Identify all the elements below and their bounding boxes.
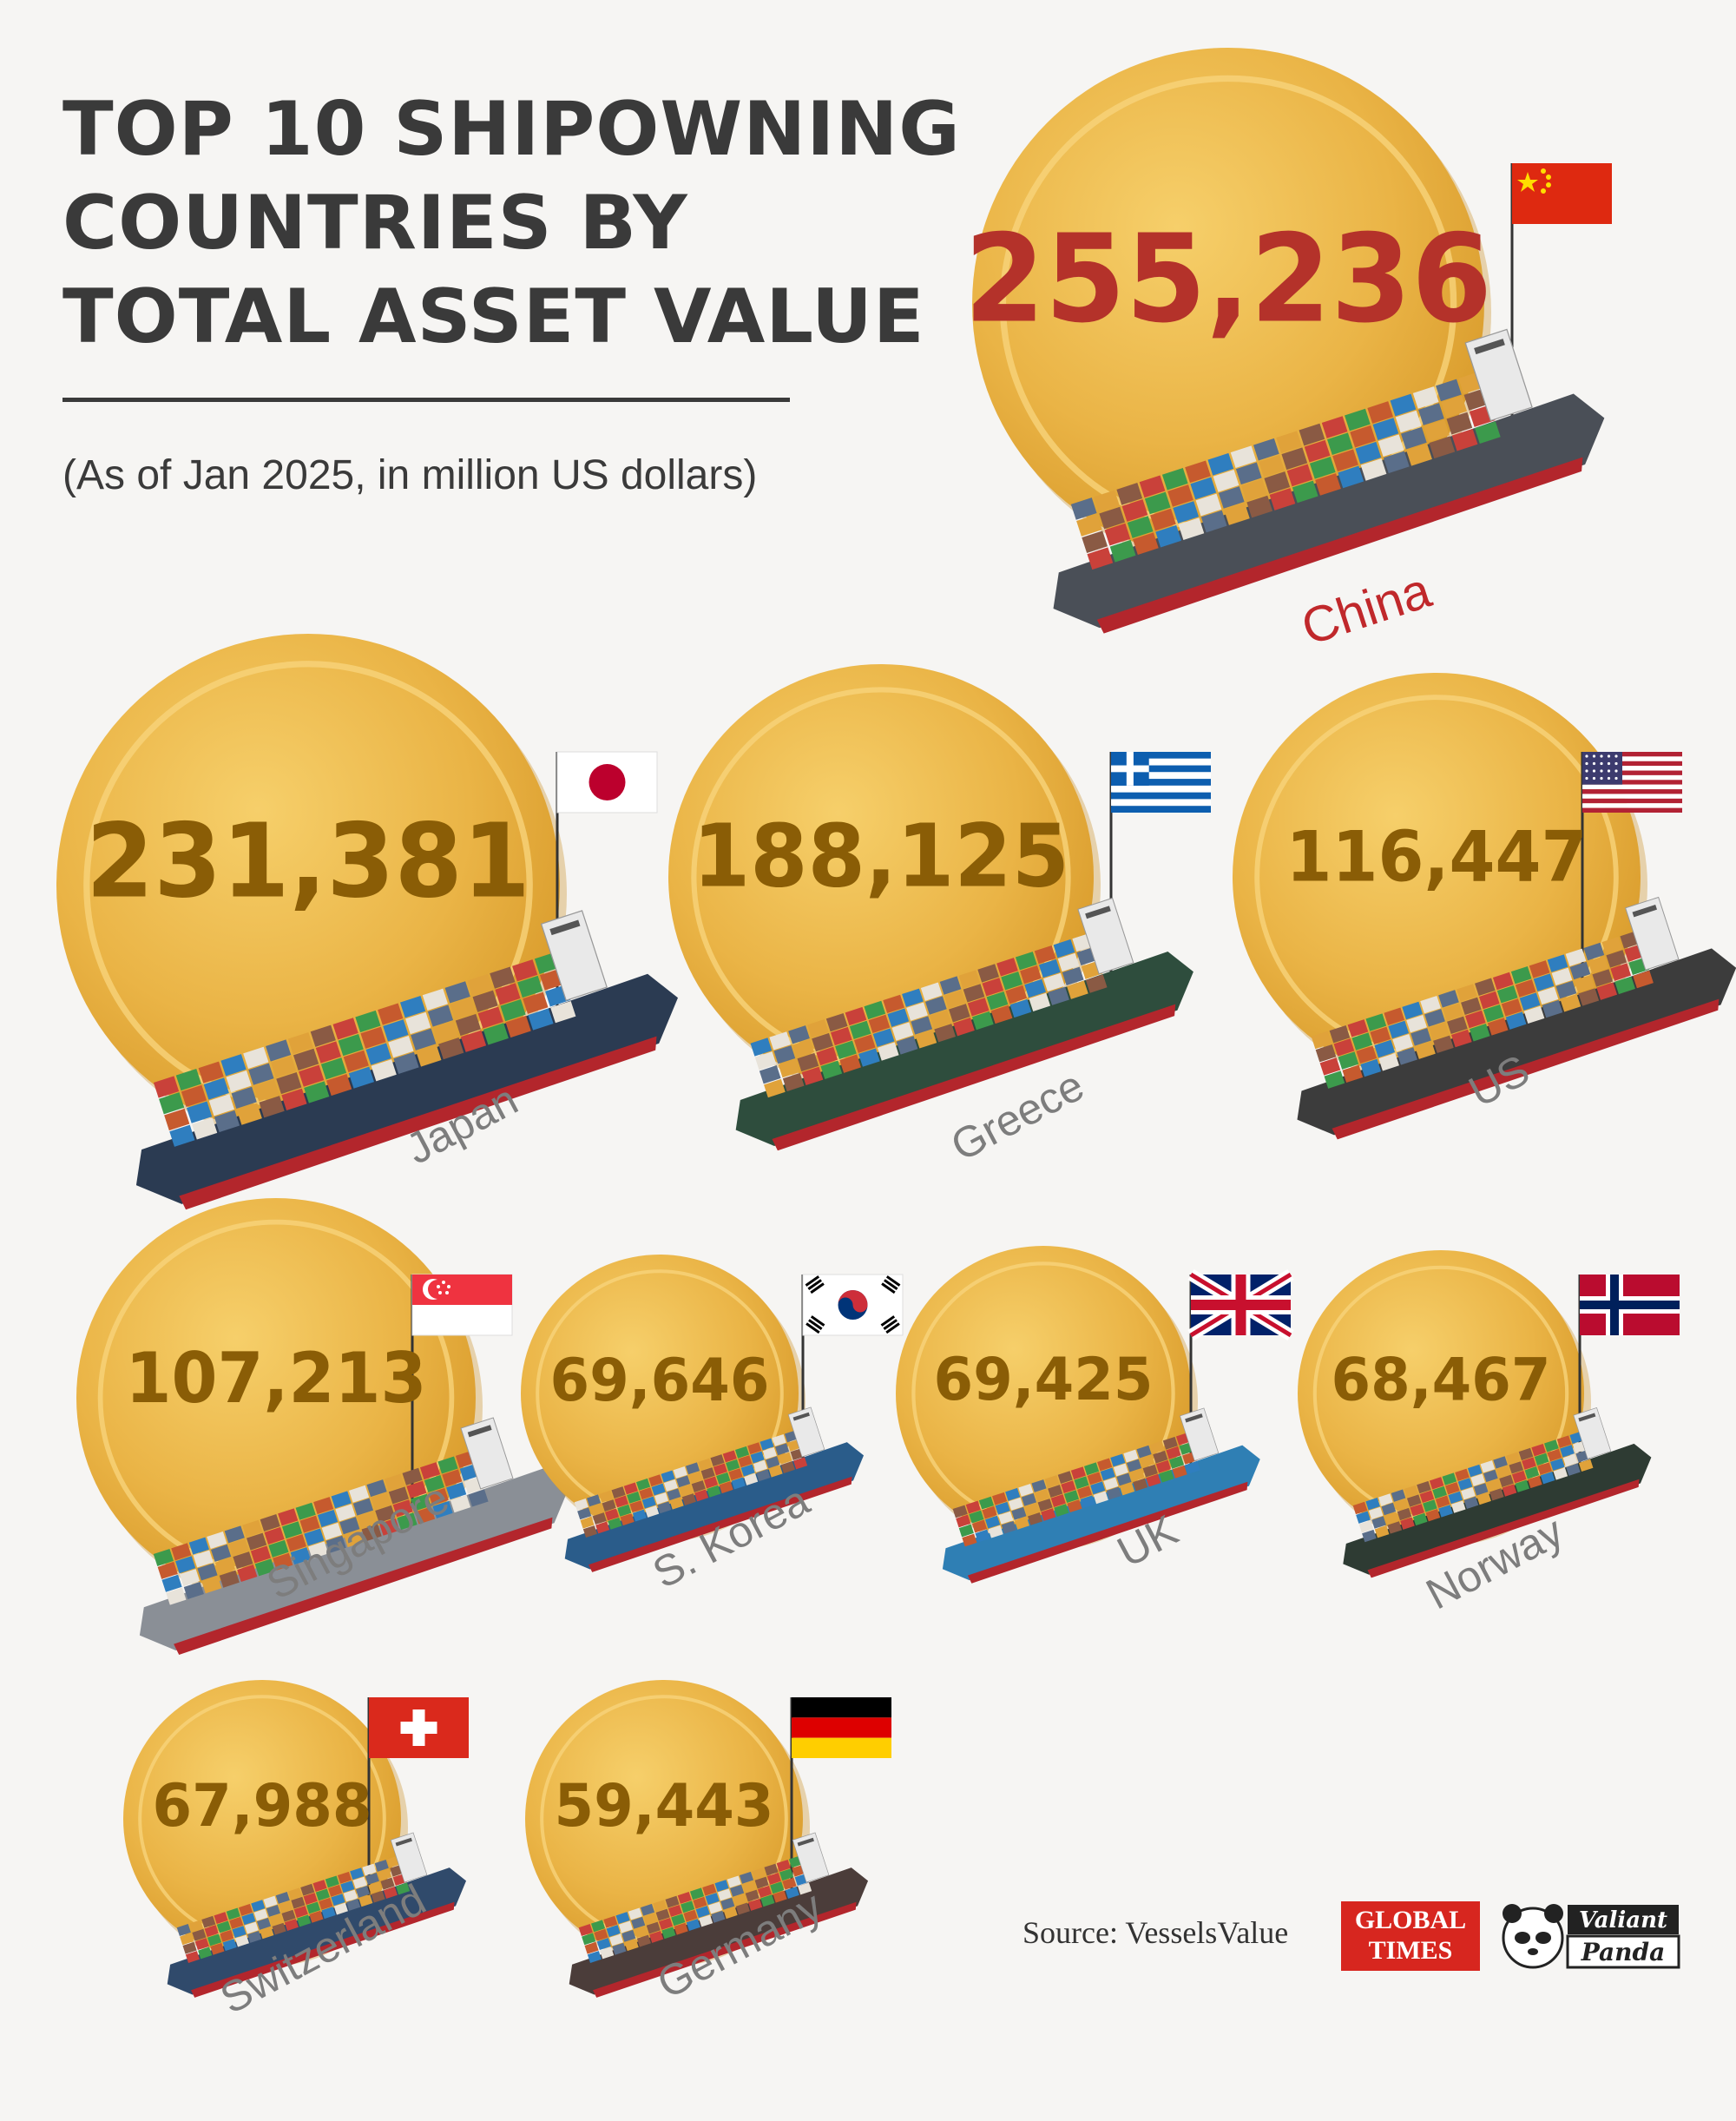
country-label: China xyxy=(1295,562,1438,656)
greece-flag xyxy=(1111,752,1211,813)
page-title: TOP 10 SHIPOWNING COUNTRIES BY TOTAL ASS… xyxy=(62,82,961,364)
value-label: 67,988 xyxy=(153,1772,372,1841)
value-label: 59,443 xyxy=(555,1772,774,1841)
value-label: 116,447 xyxy=(1286,817,1588,898)
panda-text: Panda xyxy=(1581,1938,1666,1966)
container-ship-icon xyxy=(135,910,679,1210)
valiant-panda-logo: Valiant Panda xyxy=(1502,1904,1680,1969)
coin-china: 255,236 China xyxy=(964,48,1612,656)
container-ship-icon xyxy=(167,1832,467,1998)
container-ship-icon xyxy=(1343,1407,1652,1578)
container-ship-icon xyxy=(1297,896,1736,1140)
container-ship-icon xyxy=(564,1406,865,1572)
value-label: 231,381 xyxy=(86,800,530,920)
container-ship-icon xyxy=(139,1417,569,1655)
china-flag xyxy=(1512,163,1612,224)
source-note: Source: VesselsValue xyxy=(1023,1915,1289,1950)
container-ship-icon xyxy=(942,1407,1260,1584)
panda-head-icon xyxy=(1502,1907,1564,1969)
us-flag xyxy=(1582,752,1682,813)
container-ship-icon xyxy=(735,897,1194,1151)
value-label: 188,125 xyxy=(693,806,1069,907)
title-line-1: TOP 10 SHIPOWNING xyxy=(62,86,961,173)
value-label: 107,213 xyxy=(126,1338,427,1419)
container-ship-icon xyxy=(569,1832,869,1998)
switzerland-flag xyxy=(369,1697,469,1758)
south-korea-flag xyxy=(802,1274,904,1336)
container-ship-icon xyxy=(1053,328,1605,634)
norway-flag xyxy=(1580,1275,1680,1335)
japan-flag xyxy=(556,751,658,813)
value-label: 255,236 xyxy=(964,209,1492,351)
title-divider xyxy=(62,398,790,402)
uk-flag xyxy=(1187,1269,1294,1340)
germany-flag xyxy=(792,1697,891,1758)
subtitle: (As of Jan 2025, in million US dollars) xyxy=(62,452,758,498)
value-label: 69,425 xyxy=(934,1346,1154,1414)
value-label: 69,646 xyxy=(550,1347,770,1415)
title-line-3: TOTAL ASSET VALUE xyxy=(62,273,925,360)
value-label: 68,467 xyxy=(1332,1346,1551,1414)
title-line-2: COUNTRIES BY xyxy=(62,180,688,267)
valiant-text: Valiant xyxy=(1579,1907,1667,1933)
singapore-flag xyxy=(411,1274,513,1336)
global-times-logo: GLOBAL TIMES xyxy=(1341,1901,1480,1971)
